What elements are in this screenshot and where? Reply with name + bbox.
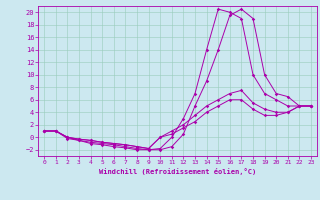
X-axis label: Windchill (Refroidissement éolien,°C): Windchill (Refroidissement éolien,°C) <box>99 168 256 175</box>
